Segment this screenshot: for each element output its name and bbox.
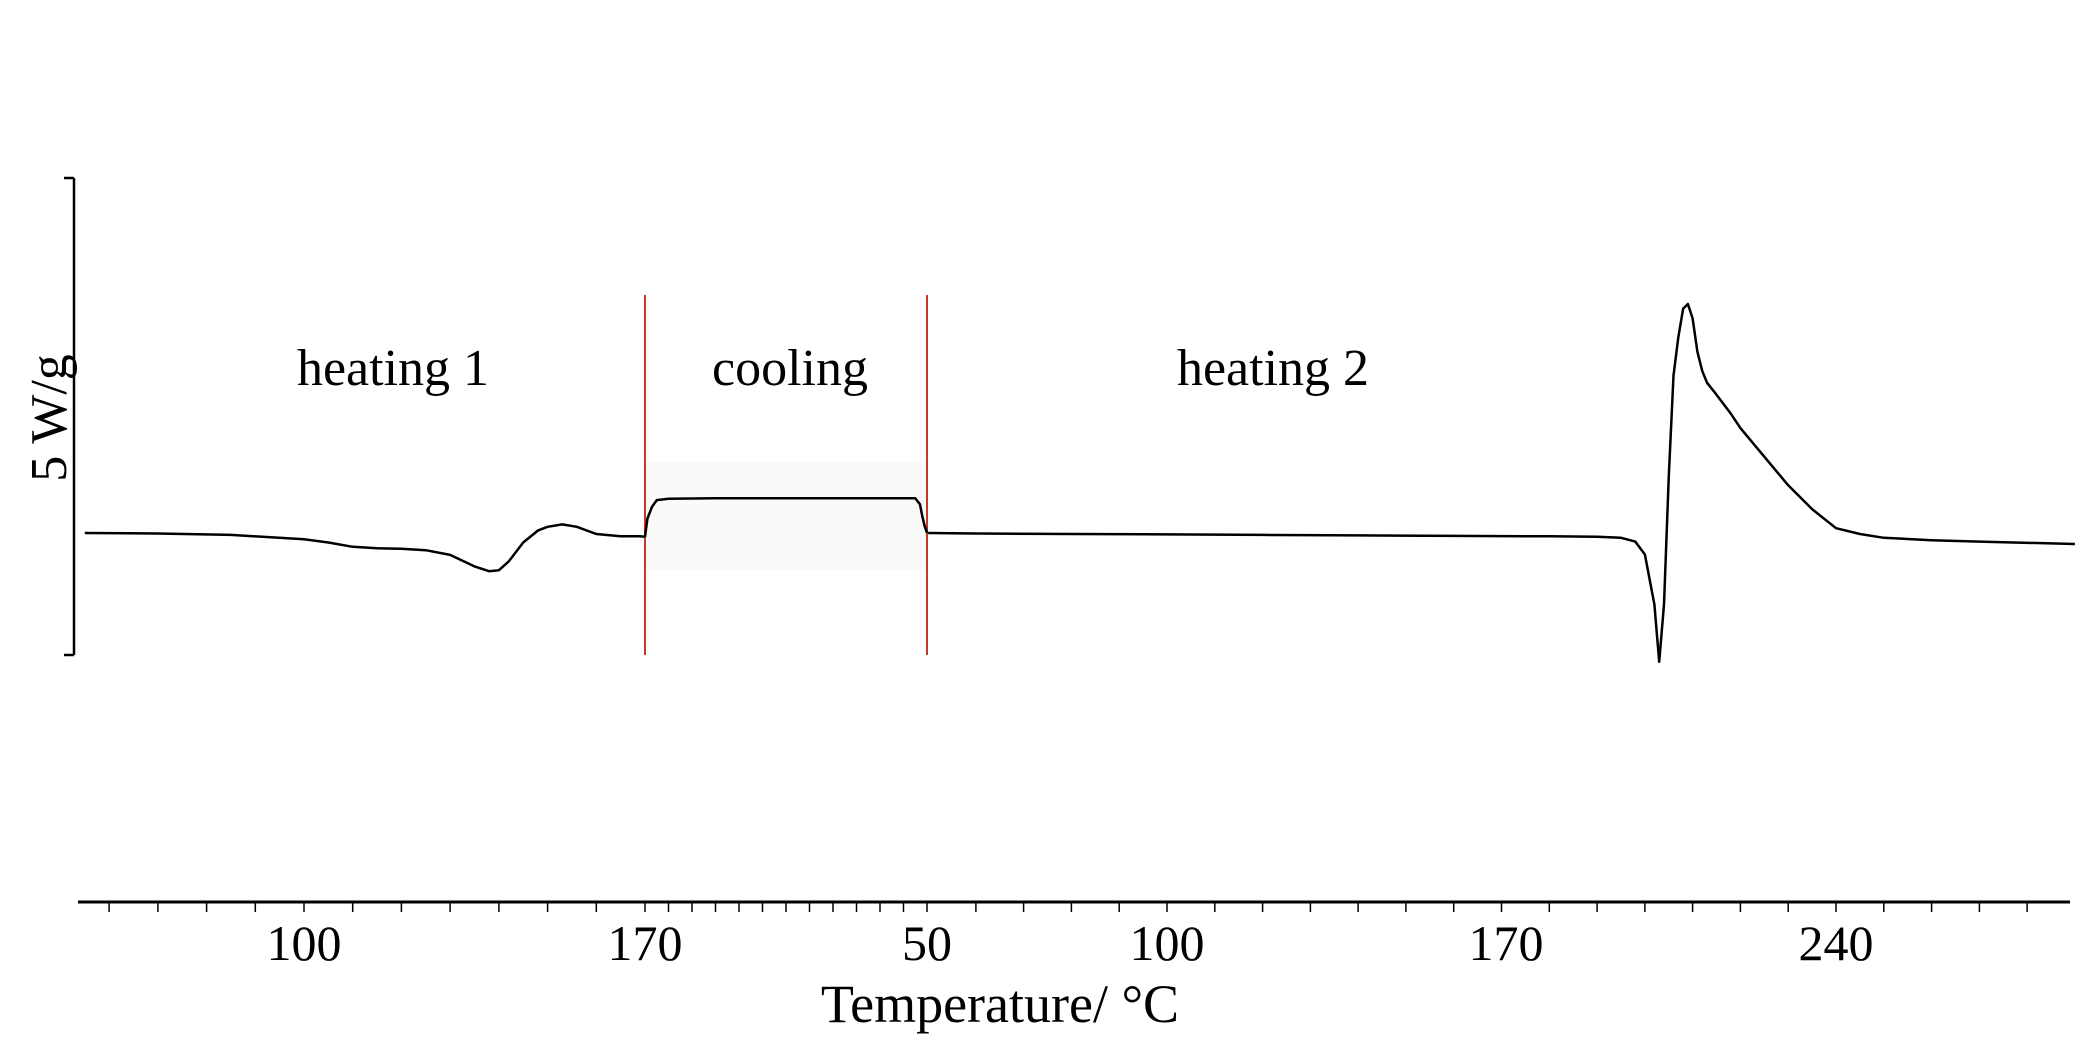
- scale-bar-label: 5 W/g: [21, 354, 78, 482]
- scale-bar: [64, 176, 76, 657]
- x-tick-label-170-h2: 170: [1469, 915, 1544, 971]
- x-tick-label-240-h2: 240: [1799, 915, 1874, 971]
- segment-label-cooling: cooling: [712, 340, 868, 397]
- x-tick-label-100-h1: 100: [267, 915, 342, 971]
- x-tick-label-100-h2: 100: [1130, 915, 1205, 971]
- x-tick-label-50-cool: 50: [902, 915, 952, 971]
- series-line-cooling: [643, 496, 929, 537]
- cooling-region-fill: [645, 462, 927, 570]
- data-curves: [84, 302, 2075, 664]
- segment-label-heating-2: heating 2: [1177, 340, 1369, 397]
- series-line-heating-2: [928, 302, 2075, 664]
- x-axis-tick-labels: 100 170 50 100 170 240: [267, 915, 1874, 971]
- segment-label-heating-1: heating 1: [297, 340, 489, 397]
- x-axis-minor-ticks: [108, 902, 2028, 912]
- series-line-heating-1: [84, 523, 646, 573]
- x-axis-label: Temperature/ °C: [821, 974, 1179, 1034]
- x-tick-label-170-h1: 170: [608, 915, 683, 971]
